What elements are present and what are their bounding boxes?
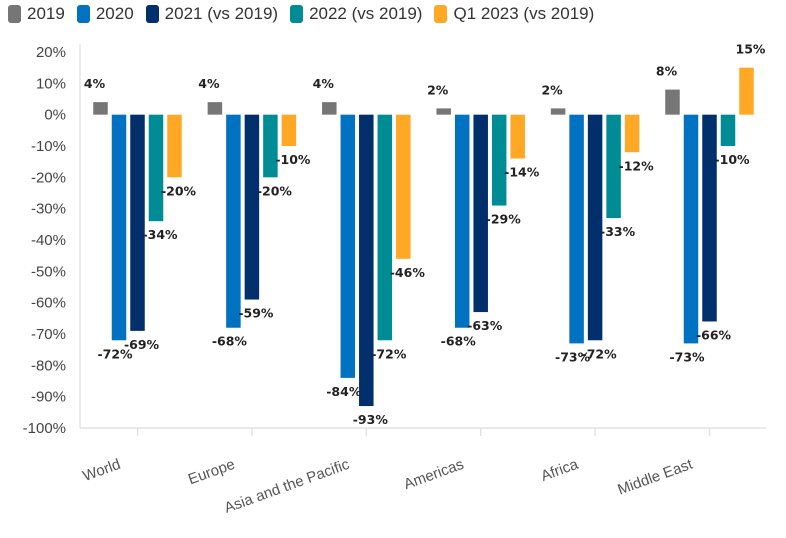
data-label: -63% [467, 318, 503, 333]
data-label: -20% [257, 183, 293, 198]
data-label: -69% [124, 337, 160, 352]
bar-americas-2020 [454, 114, 470, 328]
bar-asia-and-the-pacific-2019 [322, 102, 337, 115]
y-tick-label: -60% [31, 295, 66, 312]
bar-middle-east-2020 [683, 114, 699, 344]
legend-item: 2021 (vs 2019) [145, 4, 279, 24]
x-category-label: Middle East [615, 456, 695, 499]
x-category-label: Asia and the Pacific [222, 456, 352, 517]
data-label: -14% [504, 165, 540, 180]
bar-africa-q1 [624, 114, 640, 153]
legend-swatch [76, 5, 90, 23]
y-tick-label: -10% [31, 138, 66, 155]
bar-europe-2020 [226, 114, 241, 328]
data-label: 2% [427, 82, 449, 97]
bar-asia-and-the-pacific-2021 [359, 114, 374, 407]
legend-swatch [145, 5, 159, 23]
legend-swatch [434, 5, 448, 23]
y-tick-label: -70% [31, 326, 66, 343]
bar-middle-east-2019 [665, 89, 680, 115]
data-label: -93% [353, 412, 389, 427]
data-label: 15% [736, 42, 766, 57]
legend-label: 2022 (vs 2019) [309, 4, 423, 23]
bar-americas-q1 [510, 114, 525, 159]
bar-asia-and-the-pacific-2020 [340, 114, 356, 378]
bar-world-q1 [167, 114, 182, 178]
y-tick-label: -30% [31, 201, 66, 218]
bar-world-2022 [148, 114, 164, 222]
legend-item: Q1 2023 (vs 2019) [434, 4, 594, 24]
data-label: -59% [238, 306, 274, 321]
legend-item: 2020 [76, 4, 134, 24]
bar-americas-2019 [436, 108, 451, 115]
data-label: -66% [696, 327, 732, 342]
data-label: 8% [656, 64, 678, 79]
data-label: -12% [619, 158, 655, 173]
legend-item: 2019 [8, 4, 65, 24]
x-category-label: Americas [402, 456, 467, 493]
data-label: -68% [441, 334, 477, 349]
bar-world-2021 [130, 114, 145, 331]
bar-world-2020 [111, 114, 127, 341]
bar-americas-2022 [491, 114, 507, 206]
data-label: 4% [198, 76, 220, 91]
legend-label: 2021 (vs 2019) [164, 4, 279, 23]
data-label: 4% [84, 76, 106, 91]
bar-africa-2019 [550, 108, 566, 115]
bar-africa-2020 [569, 114, 584, 344]
data-label: -29% [486, 212, 522, 227]
legend: 2019 2020 2021 (vs 2019) 2022 (vs 2019) Q1 2… [8, 4, 594, 24]
data-label: -73% [555, 349, 591, 364]
legend-label: 2019 [27, 4, 65, 23]
legend-label: Q1 2023 (vs 2019) [453, 4, 595, 23]
data-label: -68% [212, 334, 248, 349]
legend-label: 2020 [95, 4, 134, 23]
bar-world-2019 [93, 102, 108, 115]
data-label: -73% [669, 349, 705, 364]
legend-swatch [8, 5, 21, 23]
x-category-label: Europe [186, 456, 237, 489]
bar-europe-2022 [263, 114, 278, 178]
bar-africa-2022 [606, 114, 621, 219]
data-label: -10% [714, 152, 750, 167]
bar-africa-2021 [587, 114, 603, 341]
x-category-label: World [80, 456, 122, 485]
y-tick-label: -100% [23, 420, 66, 437]
data-label: -46% [390, 265, 426, 280]
data-label: -84% [326, 384, 362, 399]
data-label: 2% [541, 82, 563, 97]
data-label: -72% [582, 346, 618, 361]
y-tick-label: -90% [31, 389, 66, 406]
bar-middle-east-2022 [720, 114, 736, 146]
y-tick-label: 0% [44, 107, 66, 124]
y-tick-label: -50% [31, 263, 66, 280]
data-label: -10% [275, 152, 311, 167]
x-category-label: Africa [539, 456, 581, 485]
bar-americas-2021 [473, 114, 488, 313]
data-label: -72% [97, 346, 133, 361]
bar-asia-and-the-pacific-q1 [396, 114, 411, 259]
data-label: 4% [313, 76, 335, 91]
data-label: -72% [371, 346, 407, 361]
bar-middle-east-2021 [702, 114, 717, 322]
bar-europe-q1 [281, 114, 297, 146]
y-tick-label: -40% [31, 232, 66, 249]
legend-item: 2022 (vs 2019) [290, 4, 422, 24]
data-label: -34% [142, 227, 178, 242]
legend-swatch [290, 5, 304, 23]
y-tick-label: 20% [36, 44, 66, 61]
bar-asia-and-the-pacific-2022 [377, 114, 393, 341]
bar-europe-2021 [244, 114, 260, 300]
y-tick-label: 10% [36, 75, 66, 92]
data-label: -20% [161, 183, 197, 198]
data-label: -33% [600, 224, 636, 239]
y-tick-label: -20% [31, 169, 66, 186]
bar-middle-east-q1 [739, 67, 754, 115]
y-tick-label: -80% [31, 357, 66, 374]
bar-europe-2019 [207, 102, 223, 115]
